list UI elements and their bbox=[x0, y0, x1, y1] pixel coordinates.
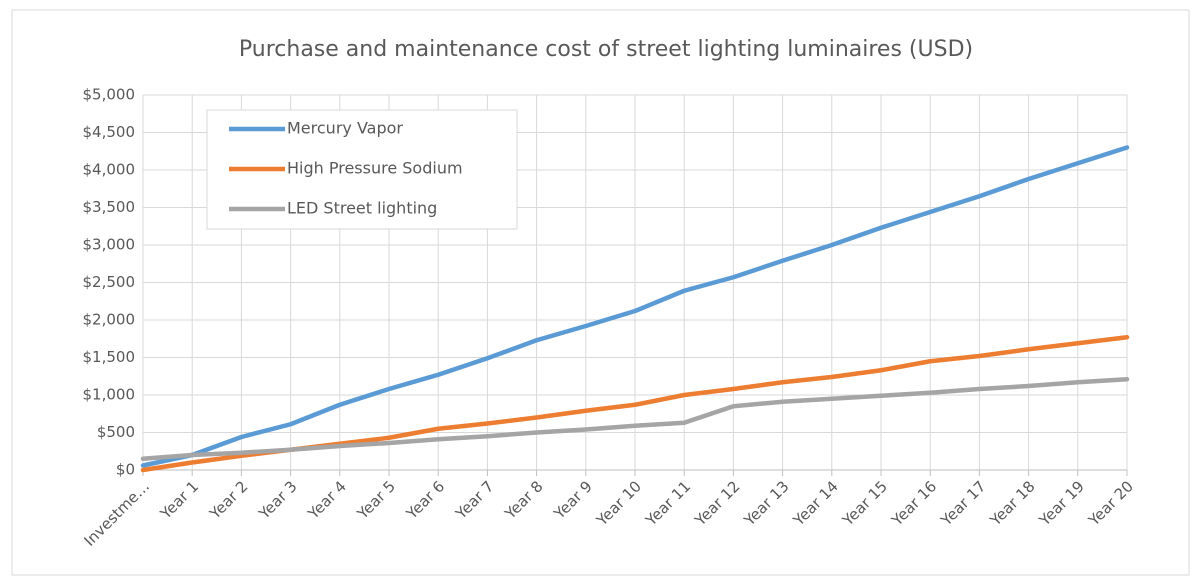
y-tick-label: $500 bbox=[97, 423, 135, 441]
y-tick-label: $4,000 bbox=[83, 161, 136, 179]
y-tick-label: $1,000 bbox=[83, 386, 136, 404]
y-tick-label: $0 bbox=[116, 461, 135, 479]
series-line bbox=[140, 145, 1130, 468]
y-tick-label: $3,000 bbox=[83, 236, 136, 254]
y-tick-label: $2,000 bbox=[83, 311, 136, 329]
y-tick-label: $5,000 bbox=[83, 86, 136, 104]
legend-label: High Pressure Sodium bbox=[287, 159, 463, 178]
y-tick-label: $3,500 bbox=[83, 198, 136, 216]
chart-title: Purchase and maintenance cost of street … bbox=[239, 37, 973, 62]
chart-frame bbox=[11, 9, 1190, 576]
y-tick-label: $1,500 bbox=[83, 348, 136, 366]
legend-label: LED Street lighting bbox=[287, 199, 437, 218]
legend-label: Mercury Vapor bbox=[287, 119, 403, 138]
y-tick-label: $2,500 bbox=[83, 273, 136, 291]
series-line bbox=[140, 377, 1130, 461]
y-tick-label: $4,500 bbox=[83, 123, 136, 141]
